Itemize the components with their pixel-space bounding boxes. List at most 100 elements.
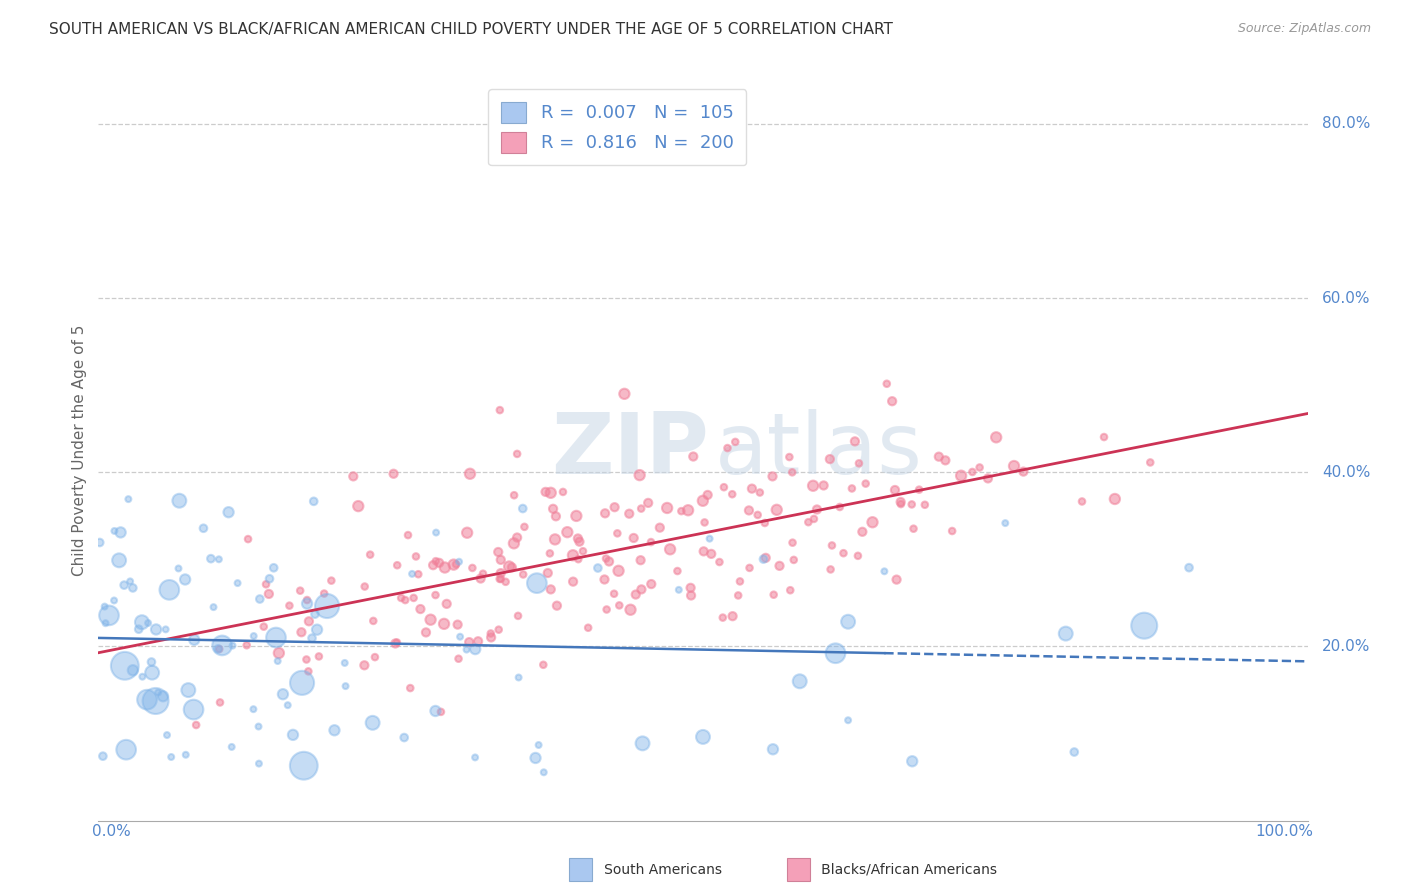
Point <box>271 687 294 701</box>
Point <box>762 588 785 602</box>
Point <box>713 480 735 494</box>
Point <box>748 485 770 500</box>
Point <box>512 567 534 582</box>
Point <box>699 532 721 546</box>
Point <box>136 615 159 630</box>
Point <box>782 535 804 549</box>
Point <box>1071 494 1094 508</box>
Point <box>115 742 138 756</box>
Point <box>304 607 326 621</box>
Point <box>436 597 458 611</box>
Point <box>908 483 931 497</box>
Point <box>640 535 662 549</box>
Point <box>495 574 517 589</box>
Point <box>392 731 415 745</box>
Point <box>824 646 846 660</box>
Point <box>422 558 444 573</box>
Point <box>449 555 471 569</box>
Point <box>174 573 197 587</box>
Point <box>290 625 312 640</box>
Point <box>606 526 628 541</box>
Point <box>405 549 427 564</box>
Point <box>682 450 704 464</box>
Point <box>503 536 526 550</box>
Point <box>401 566 423 581</box>
Point <box>314 586 336 600</box>
Point <box>169 493 191 508</box>
Point <box>141 665 163 680</box>
Point <box>347 499 370 513</box>
Point <box>741 482 763 496</box>
Point <box>797 515 820 529</box>
Point <box>247 719 270 733</box>
Text: 20.0%: 20.0% <box>1322 639 1371 654</box>
Point <box>399 681 422 695</box>
Point <box>508 671 530 685</box>
Point <box>117 492 139 507</box>
Point <box>425 554 447 568</box>
Point <box>728 574 751 589</box>
Point <box>425 525 447 540</box>
Point <box>716 441 738 455</box>
Point <box>449 630 471 644</box>
Point <box>177 683 200 698</box>
Point <box>433 560 456 574</box>
Point <box>316 599 339 613</box>
Point <box>486 545 509 559</box>
Point <box>302 494 325 508</box>
Point <box>890 495 912 509</box>
Point <box>738 561 761 575</box>
Point <box>950 468 973 483</box>
Point <box>506 447 529 461</box>
Point <box>382 467 405 481</box>
Point <box>506 531 529 545</box>
Point <box>353 658 375 673</box>
Point <box>467 634 489 648</box>
Point <box>146 685 169 699</box>
Point <box>263 561 285 575</box>
Point <box>108 553 131 567</box>
Point <box>901 754 924 768</box>
Point <box>607 564 630 578</box>
Point <box>264 631 287 645</box>
Point <box>692 544 714 558</box>
Point <box>537 566 560 580</box>
Point <box>174 747 197 762</box>
Point <box>389 591 412 605</box>
Point <box>267 654 290 668</box>
Point <box>218 505 240 519</box>
Point <box>456 642 478 657</box>
Point <box>727 589 749 603</box>
Point <box>93 599 115 614</box>
Point <box>666 564 689 578</box>
Point <box>297 665 319 679</box>
Point <box>765 503 787 517</box>
Point <box>676 503 699 517</box>
Point <box>576 621 599 635</box>
Point <box>928 450 950 464</box>
Point <box>567 552 589 566</box>
Point <box>461 561 484 575</box>
Point <box>531 657 554 672</box>
Point <box>1178 560 1201 574</box>
Point <box>160 750 183 764</box>
Point <box>962 465 984 479</box>
Point <box>112 578 135 592</box>
Point <box>544 509 567 524</box>
Point <box>242 629 264 643</box>
Point <box>425 704 447 718</box>
Point <box>202 600 225 615</box>
Point <box>551 484 574 499</box>
Point <box>433 616 456 631</box>
Point <box>631 736 654 750</box>
Point <box>427 556 450 570</box>
Point <box>295 652 318 666</box>
Point <box>789 674 811 689</box>
Point <box>541 501 564 516</box>
Point <box>94 616 117 631</box>
Point <box>359 548 381 562</box>
Point <box>267 646 290 660</box>
Point <box>724 434 747 449</box>
Point <box>444 558 467 572</box>
Point <box>637 496 659 510</box>
